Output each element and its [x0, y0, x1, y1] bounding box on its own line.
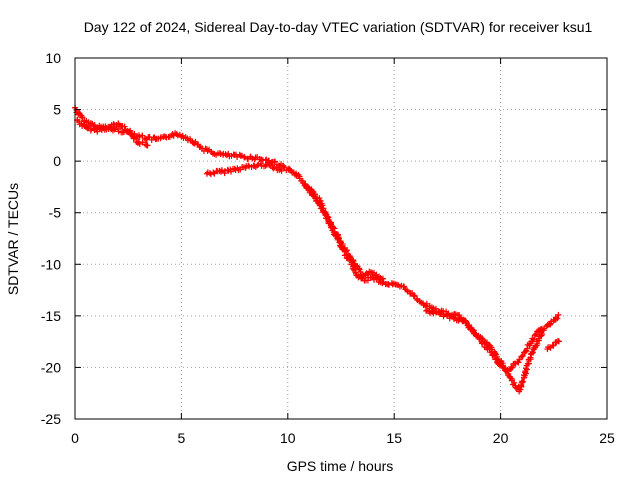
y-tick-label: -10: [41, 256, 61, 272]
data-point: [216, 149, 223, 156]
data-point: [509, 364, 516, 371]
data-point: [515, 359, 522, 366]
data-point: [508, 363, 515, 370]
x-tick-label: 15: [386, 430, 402, 446]
data-point: [379, 280, 386, 287]
data-point: [535, 337, 542, 344]
y-tick-label: -20: [41, 359, 61, 375]
data-point: [343, 247, 350, 254]
data-point: [121, 123, 128, 130]
y-tick-label: -25: [41, 411, 61, 427]
data-point: [79, 114, 86, 121]
data-point: [432, 308, 439, 315]
data-point: [504, 366, 511, 373]
data-point: [379, 275, 386, 282]
data-point: [84, 125, 91, 132]
x-axis-label: GPS time / hours: [287, 458, 394, 474]
x-tick-label: 25: [599, 430, 615, 446]
data-point: [245, 162, 252, 169]
grid-lines: [75, 58, 607, 419]
data-points: [71, 104, 562, 395]
data-point: [367, 269, 374, 276]
data-point: [309, 188, 316, 195]
data-point: [364, 271, 371, 278]
data-point: [527, 354, 534, 361]
data-point: [436, 310, 443, 317]
data-point: [225, 150, 232, 157]
x-tick-label: 10: [280, 430, 296, 446]
data-point: [347, 254, 354, 261]
x-tick-label: 5: [178, 430, 186, 446]
data-point: [547, 321, 554, 328]
data-point: [490, 350, 497, 357]
tick-labels: 0 5 10 15 20 25 -25 -20 -15 -10 -5 0 5 10: [41, 50, 615, 446]
data-point: [518, 353, 525, 360]
data-point: [519, 352, 526, 359]
data-point: [486, 346, 493, 353]
y-tick-label: -15: [41, 308, 61, 324]
data-point: [550, 342, 557, 349]
chart-title: Day 122 of 2024, Sidereal Day-to-day VTE…: [84, 19, 593, 35]
data-point: [266, 161, 273, 168]
data-point: [324, 213, 331, 220]
data-point: [518, 382, 525, 389]
data-point: [272, 158, 279, 165]
axis-ticks: [74, 57, 608, 420]
data-point: [511, 379, 518, 386]
data-point: [554, 315, 561, 322]
data-point: [476, 335, 483, 342]
data-point: [403, 287, 410, 294]
data-point: [144, 142, 151, 149]
data-point: [531, 332, 538, 339]
data-point: [299, 177, 306, 184]
data-point: [127, 130, 134, 137]
data-point: [555, 338, 562, 345]
data-point: [218, 167, 225, 174]
data-point: [110, 121, 117, 128]
data-point: [555, 311, 562, 318]
x-tick-label: 20: [493, 430, 509, 446]
data-point: [490, 352, 497, 359]
data-point: [311, 191, 318, 198]
data-point: [280, 163, 287, 170]
data-point: [538, 325, 545, 332]
data-point: [530, 336, 537, 343]
y-tick-label: 5: [53, 102, 61, 118]
data-point: [346, 252, 353, 259]
data-point: [241, 153, 248, 160]
data-point: [519, 378, 526, 385]
data-point: [278, 167, 285, 174]
y-tick-label: 0: [53, 153, 61, 169]
y-tick-label: 10: [45, 50, 61, 66]
data-point: [520, 378, 527, 385]
data-point: [210, 169, 217, 176]
data-point: [512, 384, 519, 391]
plot-frame: [74, 57, 608, 420]
y-axis-label: SDTVAR / TECUs: [5, 183, 21, 295]
x-tick-label: 0: [71, 430, 79, 446]
data-point: [533, 331, 540, 338]
y-tick-label: -5: [49, 205, 62, 221]
